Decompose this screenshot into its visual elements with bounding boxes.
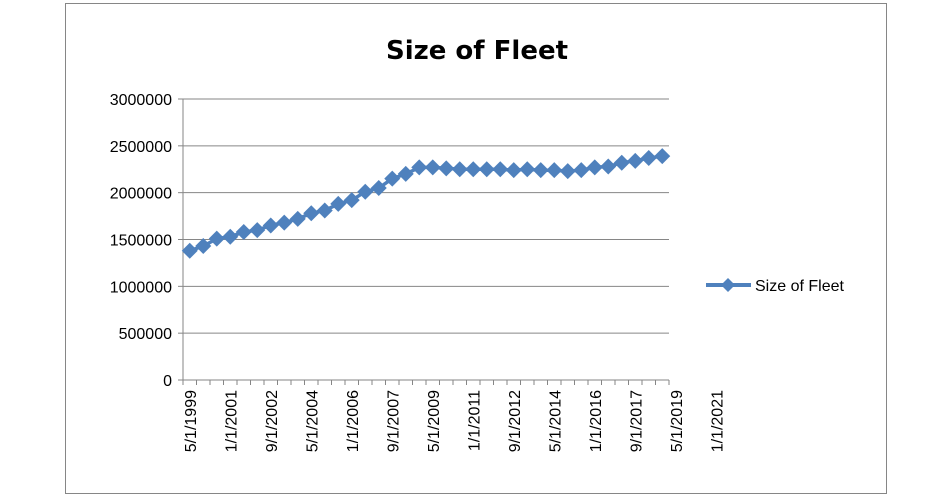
chart-title: Size of Fleet bbox=[386, 36, 568, 66]
data-point bbox=[640, 150, 657, 167]
data-point bbox=[357, 183, 374, 200]
data-point bbox=[195, 238, 212, 255]
data-point bbox=[384, 170, 401, 187]
data-point bbox=[600, 158, 617, 175]
data-point bbox=[465, 161, 482, 178]
x-tick-label: 5/1/2009 bbox=[426, 390, 443, 452]
y-tick-label: 1500000 bbox=[110, 233, 172, 250]
data-point bbox=[262, 217, 279, 234]
series-layer bbox=[181, 148, 671, 259]
y-tick-label: 1000000 bbox=[110, 279, 172, 296]
data-point bbox=[573, 162, 590, 179]
data-point bbox=[208, 230, 225, 247]
data-point bbox=[316, 202, 333, 219]
data-point bbox=[343, 192, 360, 209]
legend-label: Size of Fleet bbox=[755, 278, 844, 295]
chart-area: Size of Fleet 0 500000 1000000 1500000 20000… bbox=[65, 3, 887, 494]
x-tick-label: 9/1/2017 bbox=[628, 390, 645, 452]
x-tick-label: 1/1/2001 bbox=[223, 390, 240, 452]
y-tick-label: 2500000 bbox=[110, 139, 172, 156]
legend-marker bbox=[721, 278, 735, 292]
x-tick-label: 5/1/2004 bbox=[304, 390, 321, 452]
data-point bbox=[289, 210, 306, 227]
y-tick-label: 0 bbox=[163, 373, 172, 390]
x-tick-label: 1/1/2011 bbox=[466, 390, 483, 451]
data-point bbox=[438, 160, 455, 177]
y-tick-labels: 0 500000 1000000 1500000 2000000 2500000 30000… bbox=[110, 92, 172, 390]
data-point bbox=[478, 161, 495, 178]
x-tick-label: 1/1/2021 bbox=[709, 390, 726, 452]
data-point bbox=[181, 242, 198, 259]
data-point bbox=[330, 195, 347, 212]
data-point bbox=[249, 222, 266, 239]
gridlines bbox=[183, 98, 669, 334]
y-tick-label: 3000000 bbox=[110, 92, 172, 109]
data-point bbox=[303, 205, 320, 222]
legend: Size of Fleet bbox=[706, 278, 844, 295]
data-point bbox=[586, 159, 603, 176]
y-tick-label: 2000000 bbox=[110, 186, 172, 203]
data-point bbox=[627, 152, 644, 169]
data-point bbox=[546, 162, 563, 179]
y-tick-label: 500000 bbox=[119, 326, 172, 343]
x-tick-label: 1/1/2006 bbox=[345, 390, 362, 452]
data-point bbox=[505, 162, 522, 179]
x-tick-label: 5/1/2019 bbox=[669, 390, 686, 452]
data-point bbox=[519, 161, 536, 178]
x-tick-label: 9/1/2002 bbox=[264, 390, 281, 452]
data-point bbox=[532, 162, 549, 179]
axes bbox=[178, 98, 670, 385]
x-tick-label: 9/1/2007 bbox=[385, 390, 402, 452]
data-point bbox=[397, 165, 414, 182]
data-point bbox=[613, 154, 630, 171]
x-tick-labels: 5/1/1999 1/1/2001 9/1/2002 5/1/2004 1/1/2006… bbox=[183, 390, 727, 452]
data-point bbox=[559, 163, 576, 180]
x-tick-label: 5/1/1999 bbox=[183, 390, 200, 452]
data-point bbox=[451, 161, 468, 178]
data-point bbox=[424, 159, 441, 176]
data-point bbox=[492, 161, 509, 178]
x-tick-label: 9/1/2012 bbox=[507, 390, 524, 452]
x-tick-label: 1/1/2016 bbox=[588, 390, 605, 452]
data-point bbox=[235, 224, 252, 241]
data-point bbox=[411, 159, 428, 176]
x-tick-label: 5/1/2014 bbox=[547, 390, 564, 452]
data-point bbox=[370, 179, 387, 196]
data-point bbox=[654, 148, 671, 165]
line-chart: Size of Fleet 0 500000 1000000 1500000 20000… bbox=[110, 36, 845, 452]
data-point bbox=[222, 228, 239, 245]
data-point bbox=[276, 214, 293, 231]
